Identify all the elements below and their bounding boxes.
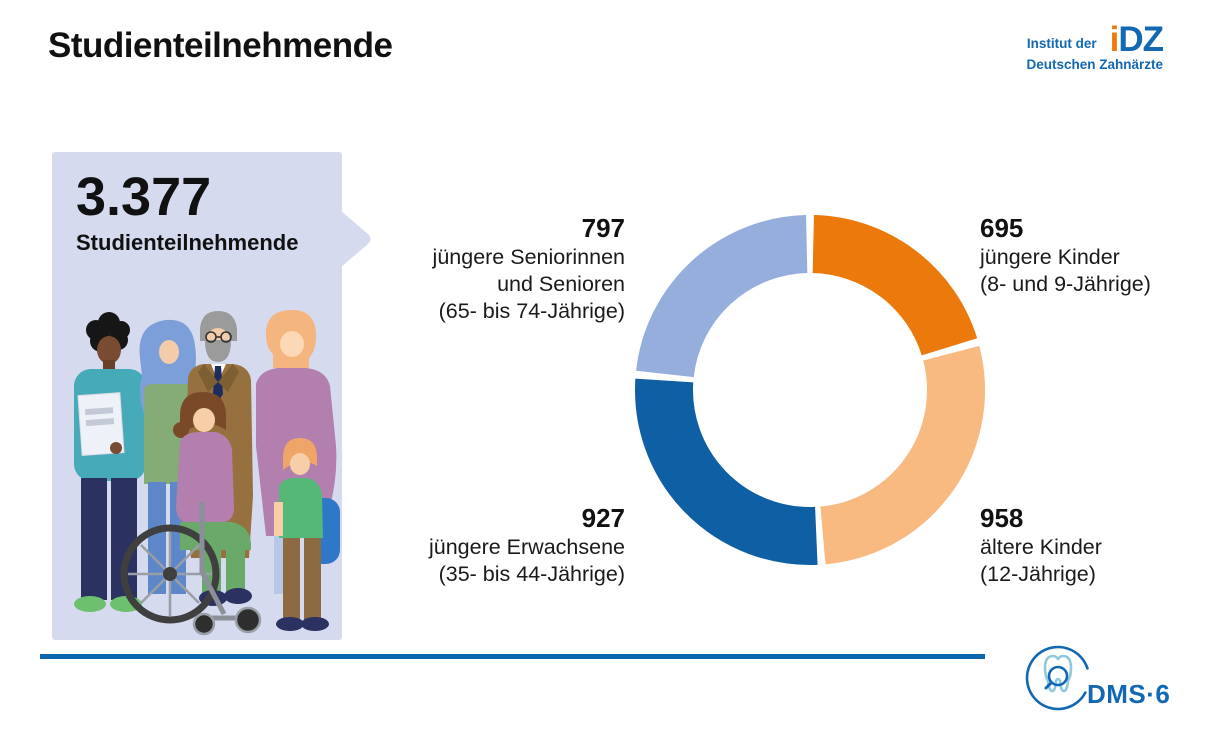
total-participants-label: Studienteilnehmende	[76, 230, 299, 255]
segment-label-juengere-kinder: 695 jüngere Kinder (8- und 9-Jährige)	[980, 212, 1200, 298]
segment-text: ältere Kinder	[980, 535, 1102, 559]
segment-value: 797	[581, 213, 625, 243]
total-callout-box: 3.377 Studienteilnehmende	[52, 152, 342, 640]
donut-segment-4	[636, 215, 809, 378]
segment-label-juengere-erwachsene: 927 jüngere Erwachsene (35- bis 44-Jähri…	[365, 502, 625, 588]
dms6-logo-icon	[1025, 645, 1089, 711]
segment-label-juengere-senioren: 797 jüngere Seniorinnen und Senioren (65…	[365, 212, 625, 325]
footer-rule	[40, 654, 985, 659]
idz-logo-pretext: Institut der	[1026, 36, 1097, 51]
callout-pointer	[341, 211, 371, 267]
person-boy-backpack	[274, 438, 340, 631]
donut-chart	[630, 210, 990, 570]
study-participants-illustration	[74, 310, 340, 636]
magnifier-icon	[1047, 665, 1069, 687]
idz-wordmark-dz: DZ	[1118, 20, 1164, 59]
idz-logo-subtext: Deutschen Zahnärzte	[1026, 57, 1163, 72]
segment-value: 958	[980, 503, 1024, 533]
segment-text: jüngere Seniorinnen	[432, 245, 625, 269]
segment-text: und Senioren	[497, 272, 625, 296]
idz-wordmark-i: i	[1109, 20, 1120, 59]
donut-segment-3	[635, 378, 818, 565]
page-title: Studienteilnehmende	[48, 26, 393, 65]
segment-text: jüngere Kinder	[980, 245, 1120, 269]
segment-text: (12-Jährige)	[980, 562, 1096, 586]
idz-logo-row: Institut der iDZ	[1026, 22, 1164, 57]
segment-text: jüngere Erwachsene	[428, 535, 625, 559]
person-wheelchair	[120, 392, 262, 636]
segment-value: 927	[581, 503, 625, 533]
donut-chart-svg	[635, 215, 985, 565]
tooth-icon	[1043, 654, 1073, 693]
donut-segment-2	[819, 345, 985, 565]
idz-wordmark: iDZ	[1110, 22, 1164, 57]
segment-text: (65- bis 74-Jährige)	[438, 299, 625, 323]
segment-label-aeltere-kinder: 958 ältere Kinder (12-Jährige)	[980, 502, 1200, 588]
segment-text: (35- bis 44-Jährige)	[438, 562, 625, 586]
donut-segment-1	[811, 215, 978, 357]
person-teal-sweater	[74, 312, 146, 612]
segment-value: 695	[980, 213, 1024, 243]
segment-text: (8- und 9-Jährige)	[980, 272, 1151, 296]
total-participants-number: 3.377	[76, 167, 212, 227]
dms6-logo-text: DMS·6	[1087, 679, 1171, 709]
idz-logo: Institut der iDZ Deutschen Zahnärzte	[1026, 22, 1164, 72]
